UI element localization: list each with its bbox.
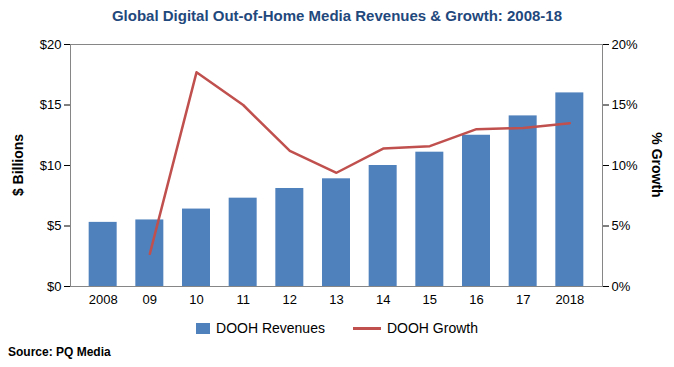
svg-text:15%: 15% xyxy=(612,97,638,112)
html-text:DOOH Revenues: DOOH Revenues xyxy=(216,320,325,336)
svg-text:12: 12 xyxy=(283,292,297,307)
svg-text:0%: 0% xyxy=(612,279,631,294)
svg-text:20%: 20% xyxy=(612,37,638,52)
svg-text:09: 09 xyxy=(143,292,157,307)
svg-text:11: 11 xyxy=(236,292,250,307)
svg-text:2008: 2008 xyxy=(89,292,118,307)
svg-text:14: 14 xyxy=(376,292,390,307)
svg-text:$5: $5 xyxy=(47,218,61,233)
svg-text:10: 10 xyxy=(189,292,203,307)
svg-text:10%: 10% xyxy=(612,158,638,173)
svg-text:17: 17 xyxy=(516,292,530,307)
html-text:Source: PQ Media: Source: PQ Media xyxy=(8,345,111,359)
html-text:% Growth: % Growth xyxy=(648,132,665,198)
svg-text:2018: 2018 xyxy=(555,292,584,307)
svg-text:16: 16 xyxy=(469,292,483,307)
svg-text:$10: $10 xyxy=(40,158,62,173)
html-text:DOOH Growth: DOOH Growth xyxy=(387,320,478,336)
svg-text:$20: $20 xyxy=(40,37,62,52)
html-text:$ Billions: $ Billions xyxy=(10,133,27,197)
svg-text:$15: $15 xyxy=(40,97,62,112)
svg-text:13: 13 xyxy=(329,292,343,307)
html-text:Global Digital Out-of-Home Med: Global Digital Out-of-Home Media Revenue… xyxy=(112,7,562,24)
svg-text:5%: 5% xyxy=(612,218,631,233)
svg-text:$0: $0 xyxy=(47,279,61,294)
svg-text:15: 15 xyxy=(423,292,437,307)
